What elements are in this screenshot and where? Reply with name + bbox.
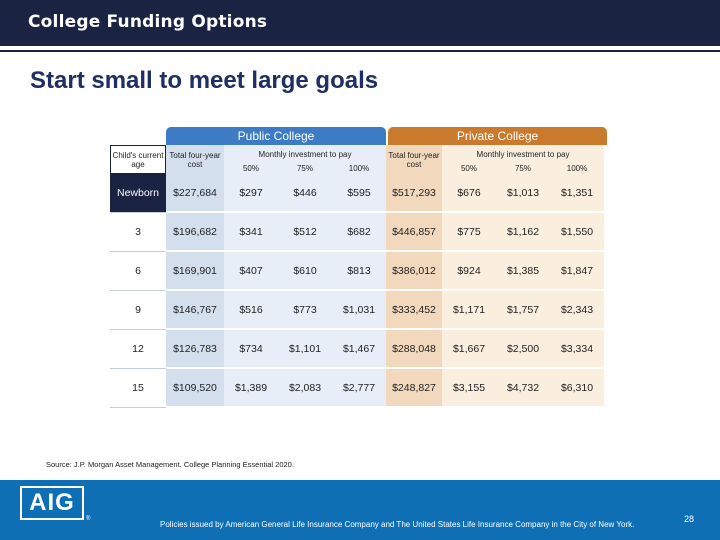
private-total-cell: $288,048 (386, 330, 442, 369)
private-monthly-cell: $1,351 (550, 174, 604, 213)
private-monthly-cell: $3,334 (550, 330, 604, 369)
private-monthly-cell: $2,343 (550, 291, 604, 330)
table-row: 6 $169,901 $407 $610 $813 $386,012 $924 $1,385 $… (110, 252, 604, 291)
public-total-cell: $146,767 (166, 291, 224, 330)
private-monthly-cell: $2,500 (496, 330, 550, 369)
private-total-cell: $248,827 (386, 369, 442, 408)
private-total-header: Total four-year cost (386, 145, 442, 174)
public-monthly-cell: $1,467 (332, 330, 386, 369)
private-monthly-cell: $775 (442, 213, 496, 252)
private-monthly-cell: $676 (442, 174, 496, 213)
public-monthly-cell: $773 (278, 291, 332, 330)
private-monthly-cell: $1,847 (550, 252, 604, 291)
private-monthly-cell: $1,013 (496, 174, 550, 213)
private-monthly-cell: $1,385 (496, 252, 550, 291)
public-monthly-cell: $2,777 (332, 369, 386, 408)
public-pct-100-header: 100% (332, 163, 386, 174)
private-monthly-cell: $3,155 (442, 369, 496, 408)
table-row: 3 $196,682 $341 $512 $682 $446,857 $775 $1,162 $… (110, 213, 604, 252)
footer-bar (0, 480, 720, 540)
table-row: 15 $109,520 $1,389 $2,083 $2,777 $248,827 $3,1… (110, 369, 604, 408)
public-monthly-cell: $610 (278, 252, 332, 291)
public-monthly-cell: $1,031 (332, 291, 386, 330)
private-pct-50-header: 50% (442, 163, 496, 174)
title-bar: College Funding Options (0, 0, 720, 46)
age-cell: 3 (110, 213, 166, 252)
private-monthly-cell: $6,310 (550, 369, 604, 408)
public-monthly-cell: $813 (332, 252, 386, 291)
public-monthly-cell: $1,389 (224, 369, 278, 408)
public-total-cell: $169,901 (166, 252, 224, 291)
private-total-cell: $517,293 (386, 174, 442, 213)
private-monthly-cell: $1,162 (496, 213, 550, 252)
table-row: Newborn $227,684 $297 $446 $595 $517,293 $676 $… (110, 174, 604, 213)
public-monthly-cell: $595 (332, 174, 386, 213)
presentation-title: College Funding Options (28, 12, 268, 32)
public-monthly-cell: $297 (224, 174, 278, 213)
private-monthly-cell: $1,171 (442, 291, 496, 330)
age-column-header: Child's current age (110, 145, 166, 174)
public-total-cell: $227,684 (166, 174, 224, 213)
private-monthly-cell: $4,732 (496, 369, 550, 408)
public-total-cell: $109,520 (166, 369, 224, 408)
public-monthly-cell: $341 (224, 213, 278, 252)
age-cell: Newborn (110, 174, 166, 213)
public-college-header: Public College (166, 127, 386, 145)
private-total-cell: $446,857 (386, 213, 442, 252)
age-cell: 12 (110, 330, 166, 369)
policy-disclaimer: Policies issued by American General Life… (160, 520, 635, 529)
private-pct-100-header: 100% (550, 163, 604, 174)
age-cell: 6 (110, 252, 166, 291)
public-pct-75-header: 75% (278, 163, 332, 174)
title-underline (0, 50, 720, 52)
public-pct-50-header: 50% (224, 163, 278, 174)
public-monthly-cell: $446 (278, 174, 332, 213)
public-monthly-cell: $407 (224, 252, 278, 291)
public-monthly-cell: $1,101 (278, 330, 332, 369)
private-pct-75-header: 75% (496, 163, 550, 174)
public-monthly-cell: $516 (224, 291, 278, 330)
college-cost-table: Child's current age Total four-year cost… (110, 145, 604, 408)
source-note: Source: J.P. Morgan Asset Management. Co… (46, 460, 294, 469)
private-monthly-cell: $924 (442, 252, 496, 291)
private-monthly-cell: $1,757 (496, 291, 550, 330)
table-row: 12 $126,783 $734 $1,101 $1,467 $288,048 $1,667… (110, 330, 604, 369)
private-total-cell: $333,452 (386, 291, 442, 330)
age-cell: 15 (110, 369, 166, 408)
private-college-header: Private College (388, 127, 607, 145)
slide-heading: Start small to meet large goals (30, 67, 379, 94)
public-total-cell: $196,682 (166, 213, 224, 252)
private-monthly-cell: $1,550 (550, 213, 604, 252)
private-total-cell: $386,012 (386, 252, 442, 291)
public-monthly-cell: $2,083 (278, 369, 332, 408)
public-monthly-header: Monthly investment to pay (224, 145, 386, 163)
public-monthly-cell: $682 (332, 213, 386, 252)
trademark-mark: ® (86, 516, 91, 522)
public-monthly-cell: $512 (278, 213, 332, 252)
private-monthly-header: Monthly investment to pay (442, 145, 604, 163)
public-monthly-cell: $734 (224, 330, 278, 369)
public-total-header: Total four-year cost (166, 145, 224, 174)
age-cell: 9 (110, 291, 166, 330)
aig-logo: AIG (20, 486, 84, 520)
page-number: 28 (684, 514, 695, 524)
table-row: 9 $146,767 $516 $773 $1,031 $333,452 $1,171 $1,… (110, 291, 604, 330)
public-total-cell: $126,783 (166, 330, 224, 369)
private-monthly-cell: $1,667 (442, 330, 496, 369)
